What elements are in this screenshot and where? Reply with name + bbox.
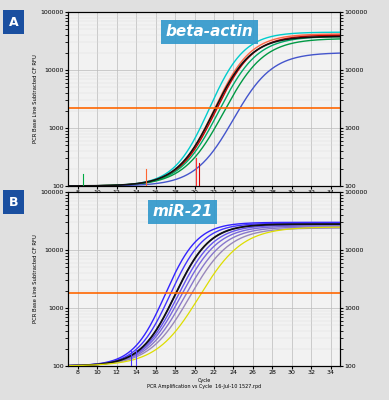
Text: beta-actin: beta-actin [166, 24, 254, 39]
X-axis label: Cycle
PCR Amplification vs Cycle  16-Jul-10 1527.rpd: Cycle PCR Amplification vs Cycle 16-Jul-… [147, 198, 261, 209]
Text: B: B [9, 196, 18, 208]
Y-axis label: PCR Base Line Subtracted CF RFU: PCR Base Line Subtracted CF RFU [33, 234, 38, 324]
Text: miR-21: miR-21 [152, 204, 213, 219]
X-axis label: Cycle
PCR Amplification vs Cycle  16-Jul-10 1527.rpd: Cycle PCR Amplification vs Cycle 16-Jul-… [147, 378, 261, 389]
Text: A: A [9, 16, 18, 28]
Y-axis label: PCR Base Line Subtracted CF RFU: PCR Base Line Subtracted CF RFU [33, 54, 38, 144]
